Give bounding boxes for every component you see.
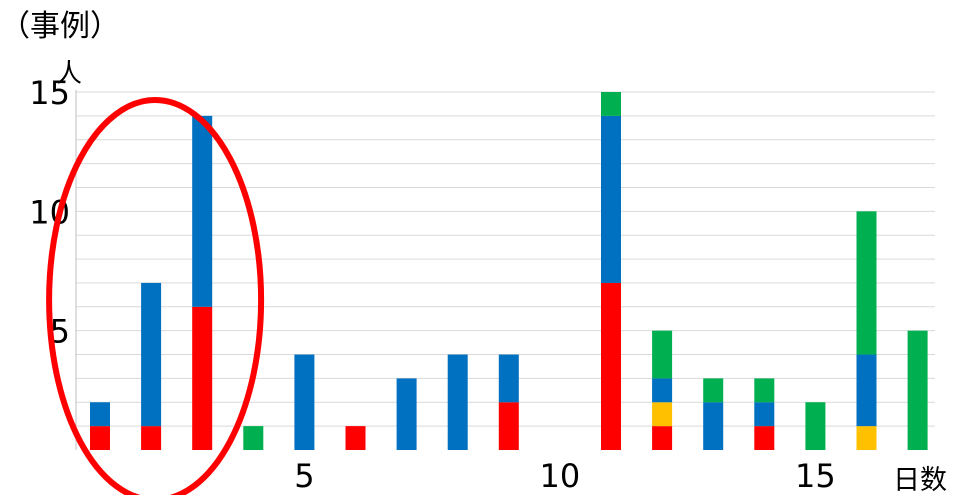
bar-segment bbox=[498, 354, 519, 403]
x-tick-label: 5 bbox=[294, 457, 314, 495]
bar-segment bbox=[856, 426, 877, 450]
bar-segment bbox=[447, 354, 468, 450]
y-axis-caption: （事例） bbox=[0, 9, 120, 44]
bar-segment bbox=[856, 211, 877, 355]
bar-segment bbox=[243, 426, 264, 450]
bar-segment bbox=[192, 115, 213, 307]
labels: （事例） 人 日数 bbox=[0, 9, 947, 495]
bar-segment bbox=[192, 306, 213, 450]
bar-segment bbox=[601, 282, 621, 450]
bar-segment bbox=[601, 92, 621, 116]
bar-segment bbox=[754, 402, 775, 427]
bar-segment bbox=[90, 426, 110, 450]
y-tick-label: 15 bbox=[29, 74, 70, 112]
x-tick-label: 15 bbox=[795, 457, 836, 495]
bar-segment bbox=[498, 402, 519, 450]
bar-segment bbox=[396, 378, 417, 450]
x-tick-label: 10 bbox=[540, 457, 581, 495]
highlight-ellipse bbox=[46, 97, 265, 495]
bars bbox=[90, 92, 928, 450]
bar-segment bbox=[294, 354, 315, 450]
bar-segment bbox=[141, 282, 162, 427]
bar-segment bbox=[703, 402, 724, 450]
bar-segment bbox=[703, 378, 724, 403]
bar-segment bbox=[652, 402, 673, 427]
bar-segment bbox=[856, 354, 877, 427]
bar-segment bbox=[90, 402, 110, 427]
grid bbox=[76, 91, 935, 427]
bar-segment bbox=[754, 426, 775, 450]
bar-segment bbox=[652, 330, 673, 379]
bar-segment bbox=[907, 330, 928, 450]
bar-segment bbox=[652, 378, 673, 403]
y-tick-label: 5 bbox=[50, 313, 70, 351]
y-axis-unit: 人 bbox=[56, 59, 82, 89]
bar-segment bbox=[141, 426, 162, 450]
bar-segment bbox=[652, 426, 673, 450]
bar-segment bbox=[601, 115, 621, 283]
bar-segment bbox=[345, 426, 366, 450]
bar-segment bbox=[754, 378, 775, 403]
x-axis-unit: 日数 bbox=[893, 465, 947, 495]
bar-segment bbox=[805, 402, 826, 450]
